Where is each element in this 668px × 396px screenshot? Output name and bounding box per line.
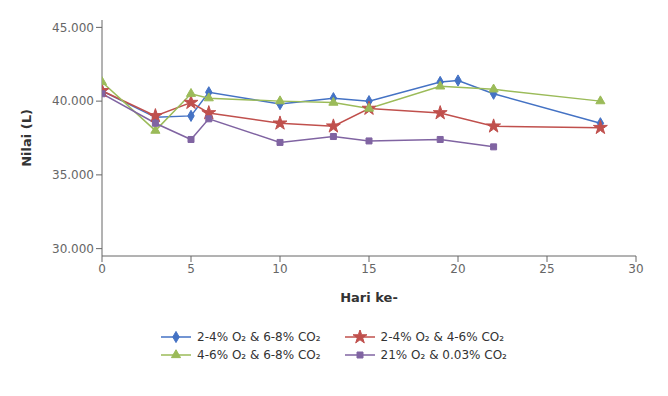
html-text:4-6% O₂ & 6-8% CO₂: 4-6% O₂ & 6-8% CO₂ [197, 348, 321, 362]
svg-text:40.000: 40.000 [52, 94, 94, 108]
html-text:2-4% O₂ & 4-6% CO₂: 2-4% O₂ & 4-6% CO₂ [380, 330, 505, 344]
svg-text:25: 25 [539, 262, 554, 276]
svg-text:45.000: 45.000 [52, 21, 94, 35]
html-text:2-4% O₂ & 6-8% CO₂: 2-4% O₂ & 6-8% CO₂ [197, 330, 321, 344]
svg-text:Nilai (L): Nilai (L) [19, 109, 34, 167]
svg-text:20: 20 [450, 262, 465, 276]
svg-text:10: 10 [272, 262, 287, 276]
svg-text:35.000: 35.000 [52, 168, 94, 182]
svg-text:0: 0 [98, 262, 106, 276]
svg-text:5: 5 [187, 262, 195, 276]
svg-text:Hari ke-: Hari ke- [340, 290, 398, 305]
svg-text:30: 30 [628, 262, 643, 276]
svg-text:15: 15 [361, 262, 376, 276]
svg-text:30.000: 30.000 [52, 242, 94, 256]
html-text:21% O₂ & 0.03% CO₂: 21% O₂ & 0.03% CO₂ [380, 348, 507, 362]
